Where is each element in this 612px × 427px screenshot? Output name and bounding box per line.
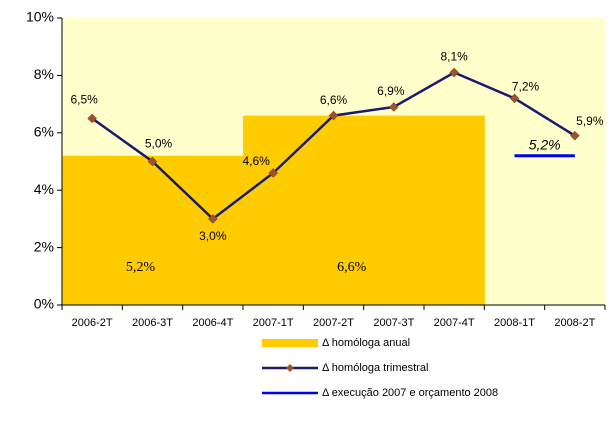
data-label: 6,9% [377,84,405,98]
y-tick-label: 6% [34,124,54,140]
bar [424,115,485,305]
x-tick-label: 2006-2T [72,317,113,329]
bar [122,155,184,305]
x-tick-label: 2007-4T [434,317,475,329]
y-tick-label: 8% [34,66,54,82]
marker [207,214,218,224]
marker [569,130,580,141]
x-tick-label: 2006-3T [132,317,173,329]
x-tick-label: 2007-3T [373,317,414,329]
y-tick-label: 2% [34,238,54,254]
data-label: 5,0% [145,137,173,151]
legend-marker [286,364,294,372]
data-label: 6,5% [70,93,98,107]
marker [509,93,520,104]
legend-swatch [262,339,318,347]
line-label: 5,2% [529,136,561,152]
legend-label: Δ homóloga trimestral [322,362,428,374]
x-tick-label: 2008-1T [494,317,535,329]
legend-label: Δ homóloga anual [322,337,410,349]
bar [182,155,244,305]
data-label: 5,9% [576,114,604,128]
y-tick-label: 0% [34,296,54,312]
bar-label: 6,6% [337,260,367,275]
data-label: 7,2% [512,80,540,94]
x-tick-label: 2008-2T [554,317,595,329]
x-tick-label: 2007-2T [313,317,354,329]
y-tick-label: 10% [26,9,54,25]
x-tick-label: 2007-1T [253,317,294,329]
data-label: 4,6% [242,154,270,168]
data-label: 6,6% [320,93,348,107]
bar [363,115,425,305]
marker [449,67,460,78]
data-label: 8,1% [440,50,468,64]
marker [328,110,339,121]
bar [303,115,365,305]
data-label: 3,0% [199,229,227,243]
x-tick-label: 2006-4T [192,317,233,329]
legend-label: Δ execução 2007 e orçamento 2008 [322,387,498,399]
bar [243,115,304,305]
bar [62,155,123,305]
marker [388,102,399,112]
marker [268,168,279,178]
y-tick-label: 4% [34,181,54,197]
marker [87,113,98,124]
bar-label: 5,2% [126,260,156,275]
marker [147,156,158,167]
